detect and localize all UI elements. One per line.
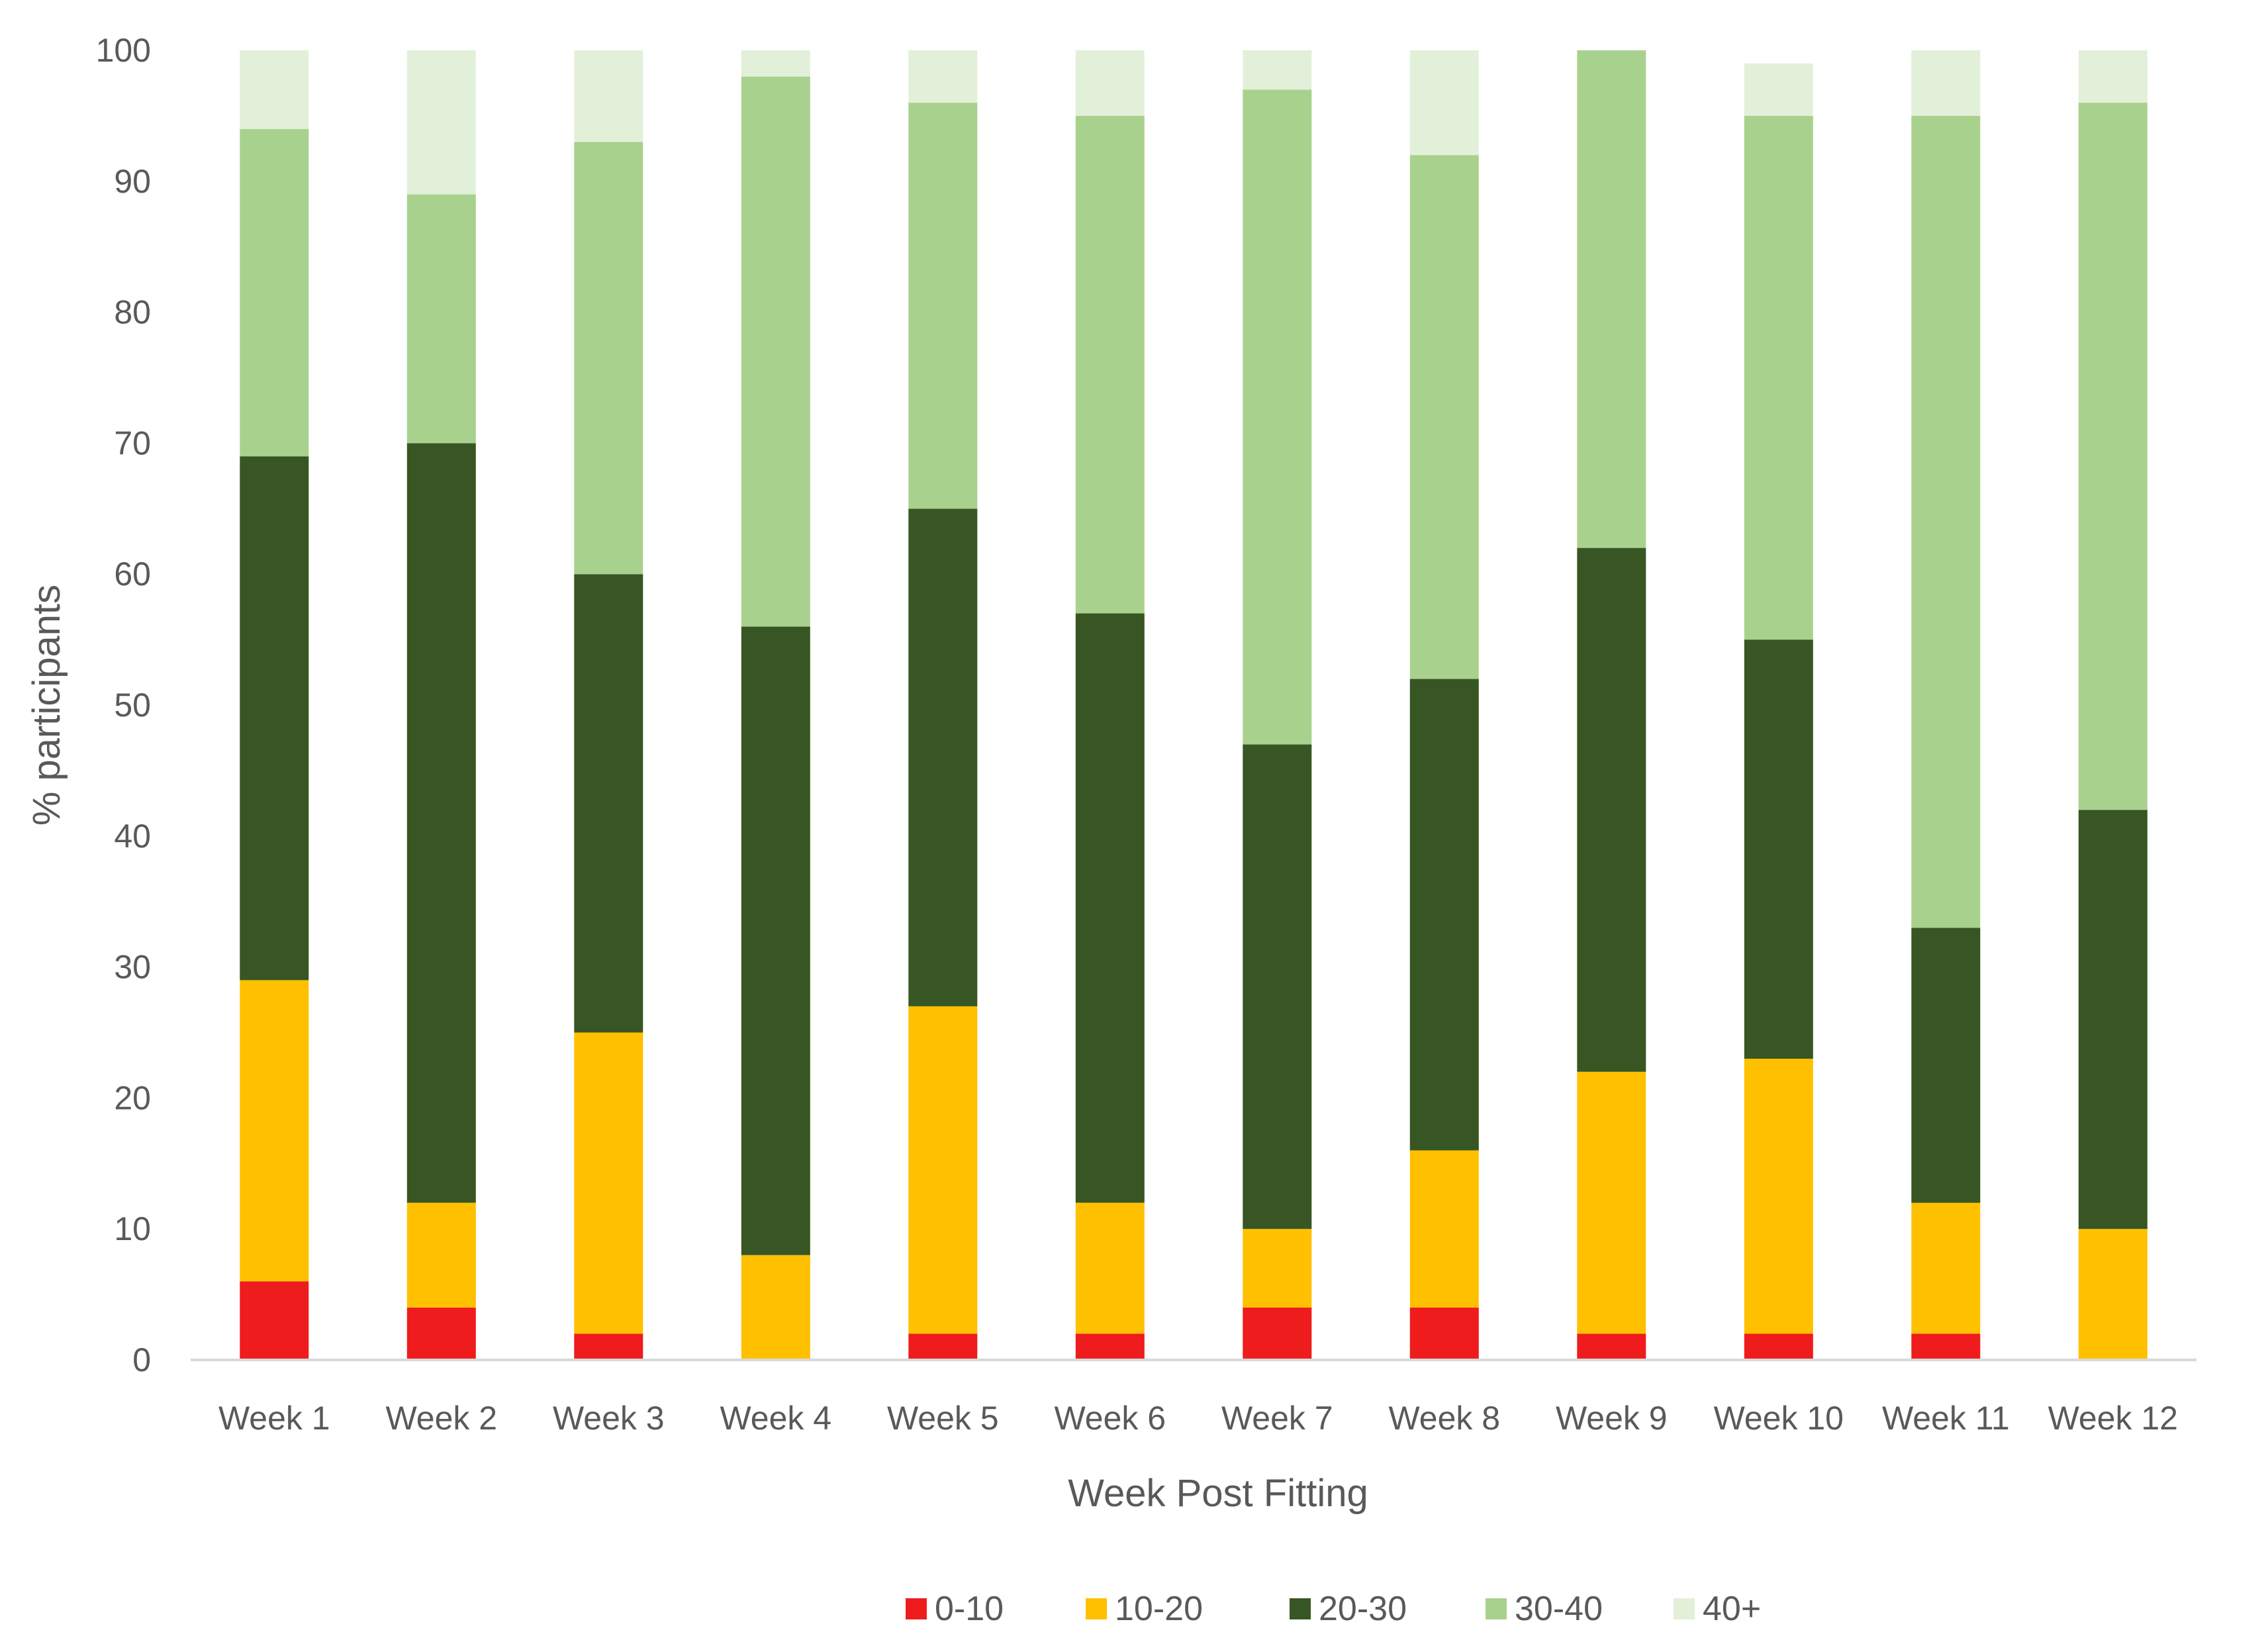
bar-segment-0-10-week-10 — [1744, 1333, 1813, 1360]
y-tick-label: 70 — [114, 424, 151, 461]
bar-segment-30-40-week-6 — [1075, 115, 1145, 614]
bar-segment-40+-week-3 — [574, 50, 643, 142]
bar-segment-10-20-week-7 — [1243, 1229, 1312, 1308]
bar-segment-20-30-week-11 — [1911, 928, 1981, 1203]
bar-segment-0-10-week-11 — [1911, 1333, 1981, 1360]
bar-segment-40+-week-4 — [741, 50, 810, 77]
bar-segment-20-30-week-8 — [1409, 679, 1479, 1151]
legend-swatch-40+ — [1674, 1598, 1695, 1619]
legend-swatch-0-10 — [906, 1598, 927, 1619]
bar-segment-40+-week-2 — [406, 50, 476, 195]
bar-segment-30-40-week-3 — [574, 142, 643, 575]
bar-segment-30-40-week-5 — [908, 103, 978, 509]
bar-segment-10-20-week-10 — [1744, 1059, 1813, 1334]
x-tick-label: Week 4 — [720, 1400, 831, 1437]
y-tick-labels: 0 10 20 30 40 50 60 70 80 90 100 — [96, 32, 151, 1378]
legend-swatch-10-20 — [1086, 1598, 1107, 1619]
x-tick-label: Week 5 — [887, 1400, 999, 1437]
bar-segment-40+-week-7 — [1243, 50, 1312, 90]
bar-segment-30-40-week-2 — [406, 194, 476, 444]
bar-segment-40+-week-1 — [240, 50, 309, 129]
bar-segment-10-20-week-6 — [1075, 1202, 1145, 1334]
y-tick-label: 30 — [114, 949, 151, 986]
legend-swatch-30-40 — [1486, 1598, 1507, 1619]
x-tick-label: Week 9 — [1556, 1400, 1668, 1437]
x-tick-label: Week 2 — [385, 1400, 497, 1437]
bar-segment-20-30-week-2 — [406, 443, 476, 1203]
legend: 0-10 10-20 20-30 30-40 40+ — [906, 1590, 1761, 1628]
bar-segment-40+-week-11 — [1911, 50, 1981, 116]
bar-segment-40+-week-10 — [1744, 63, 1813, 116]
bar-segment-40+-week-5 — [908, 50, 978, 103]
y-tick-label: 40 — [114, 818, 151, 855]
x-tick-labels: Week 1 Week 2 Week 3 Week 4 Week 5 Week 6 Week… — [218, 1400, 2178, 1437]
y-tick-label: 60 — [114, 555, 151, 593]
bar-segment-0-10-week-3 — [574, 1333, 643, 1360]
bar-segment-0-10-week-6 — [1075, 1333, 1145, 1360]
y-tick-label: 100 — [96, 32, 151, 69]
y-tick-label: 0 — [132, 1341, 151, 1378]
x-tick-label: Week 7 — [1221, 1400, 1333, 1437]
bar-segment-40+-week-12 — [2078, 50, 2148, 103]
x-tick-label: Week 6 — [1054, 1400, 1166, 1437]
bars-group — [240, 50, 2148, 1360]
bar-segment-10-20-week-9 — [1577, 1071, 1646, 1334]
bar-segment-20-30-week-4 — [741, 626, 810, 1255]
bar-segment-10-20-week-12 — [2078, 1229, 2148, 1360]
x-axis-title: Week Post Fitting — [1068, 1472, 1368, 1515]
y-tick-label: 10 — [114, 1210, 151, 1247]
y-tick-label: 90 — [114, 163, 151, 200]
bar-segment-30-40-week-7 — [1243, 89, 1312, 745]
legend-label-40+: 40+ — [1703, 1590, 1761, 1628]
x-tick-label: Week 11 — [1882, 1400, 2010, 1437]
legend-label-30-40: 30-40 — [1515, 1590, 1603, 1628]
legend-label-10-20: 10-20 — [1115, 1590, 1203, 1628]
bar-segment-40+-week-6 — [1075, 50, 1145, 116]
bar-segment-30-40-week-9 — [1577, 50, 1646, 548]
bar-segment-20-30-week-7 — [1243, 744, 1312, 1229]
bar-segment-20-30-week-12 — [2078, 810, 2148, 1229]
bar-segment-0-10-week-2 — [406, 1307, 476, 1360]
x-tick-label: Week 1 — [218, 1400, 330, 1437]
bar-segment-30-40-week-12 — [2078, 103, 2148, 810]
y-tick-label: 20 — [114, 1079, 151, 1116]
bar-segment-20-30-week-6 — [1075, 613, 1145, 1203]
bar-segment-30-40-week-8 — [1409, 155, 1479, 679]
legend-label-20-30: 20-30 — [1319, 1590, 1407, 1628]
bar-segment-10-20-week-11 — [1911, 1202, 1981, 1334]
bar-segment-20-30-week-5 — [908, 508, 978, 1006]
legend-swatch-20-30 — [1290, 1598, 1311, 1619]
y-tick-label: 50 — [114, 687, 151, 724]
bar-segment-0-10-week-8 — [1409, 1307, 1479, 1360]
bar-segment-30-40-week-11 — [1911, 115, 1981, 928]
bar-segment-10-20-week-4 — [741, 1255, 810, 1360]
bar-segment-20-30-week-10 — [1744, 640, 1813, 1059]
x-tick-label: Week 3 — [553, 1400, 665, 1437]
bar-segment-20-30-week-9 — [1577, 548, 1646, 1072]
bar-segment-0-10-week-1 — [240, 1281, 309, 1360]
bar-segment-30-40-week-1 — [240, 128, 309, 457]
y-axis-title: % participants — [25, 585, 68, 826]
bar-segment-10-20-week-5 — [908, 1006, 978, 1334]
x-tick-label: Week 8 — [1388, 1400, 1500, 1437]
bar-segment-10-20-week-2 — [406, 1202, 476, 1308]
bar-segment-10-20-week-8 — [1409, 1150, 1479, 1308]
y-tick-label: 80 — [114, 294, 151, 331]
legend-label-0-10: 0-10 — [935, 1590, 1004, 1628]
bar-segment-10-20-week-3 — [574, 1032, 643, 1334]
x-tick-label: Week 12 — [2048, 1400, 2178, 1437]
bar-segment-0-10-week-5 — [908, 1333, 978, 1360]
bar-segment-0-10-week-7 — [1243, 1307, 1312, 1360]
x-tick-label: Week 10 — [1714, 1400, 1844, 1437]
bar-segment-30-40-week-10 — [1744, 115, 1813, 640]
bar-segment-10-20-week-1 — [240, 980, 309, 1282]
bar-segment-20-30-week-3 — [574, 574, 643, 1033]
bar-segment-20-30-week-1 — [240, 456, 309, 981]
bar-segment-30-40-week-4 — [741, 76, 810, 627]
bar-segment-40+-week-8 — [1409, 50, 1479, 156]
bar-segment-0-10-week-9 — [1577, 1333, 1646, 1360]
